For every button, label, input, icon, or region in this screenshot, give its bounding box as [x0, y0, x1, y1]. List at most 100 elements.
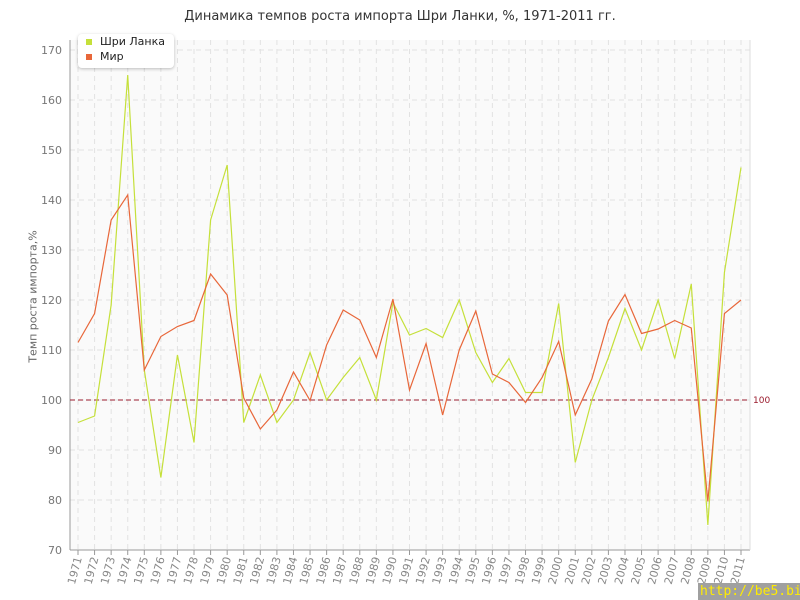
data-point	[309, 399, 312, 402]
data-point	[690, 327, 693, 330]
data-point	[458, 349, 461, 352]
data-point	[325, 344, 328, 347]
data-point	[557, 340, 560, 343]
data-point	[541, 376, 544, 379]
data-point	[524, 391, 527, 394]
data-point	[408, 389, 411, 392]
data-point	[574, 461, 577, 464]
data-point	[176, 325, 179, 328]
data-point	[640, 349, 643, 352]
data-point	[507, 381, 510, 384]
data-point	[657, 328, 660, 331]
data-point	[77, 341, 80, 344]
data-point	[226, 294, 229, 297]
data-point	[93, 415, 96, 418]
data-point	[242, 397, 245, 400]
series-line-sri-lanka	[77, 74, 742, 526]
data-point	[673, 319, 676, 322]
data-point	[259, 374, 262, 377]
y-tick-label: 130	[41, 244, 62, 257]
data-point	[342, 376, 345, 379]
data-point	[193, 319, 196, 322]
data-point	[242, 421, 245, 424]
data-point	[391, 298, 394, 301]
data-point	[607, 320, 610, 323]
data-point	[723, 271, 726, 274]
data-point	[458, 299, 461, 302]
data-point	[740, 166, 743, 169]
legend-item-sri-lanka[interactable]: Шри Ланка	[78, 34, 174, 49]
data-point	[474, 310, 477, 313]
data-point	[275, 421, 278, 424]
data-point	[375, 399, 378, 402]
data-point	[541, 391, 544, 394]
data-point	[358, 319, 361, 322]
data-point	[491, 373, 494, 376]
data-point	[557, 302, 560, 305]
data-point	[309, 351, 312, 354]
y-tick-label: 90	[48, 444, 62, 457]
y-tick-label: 70	[48, 544, 62, 557]
y-tick-label: 160	[41, 94, 62, 107]
data-point	[358, 356, 361, 359]
data-point	[209, 273, 212, 276]
data-point	[110, 304, 113, 307]
data-point	[425, 342, 428, 345]
data-point	[93, 312, 96, 315]
data-point	[590, 399, 593, 402]
data-point	[259, 428, 262, 431]
y-tick-label: 100	[41, 394, 62, 407]
data-point	[706, 524, 709, 527]
data-point	[425, 327, 428, 330]
y-tick-label: 140	[41, 194, 62, 207]
data-point	[275, 409, 278, 412]
data-point	[292, 399, 295, 402]
data-point	[441, 414, 444, 417]
legend-label: Шри Ланка	[100, 35, 165, 48]
y-tick-label: 110	[41, 344, 62, 357]
data-point	[740, 299, 743, 302]
y-tick-label: 120	[41, 294, 62, 307]
legend-item-world[interactable]: Мир	[78, 49, 174, 64]
data-point	[623, 307, 626, 310]
data-point	[574, 414, 577, 417]
legend-swatch	[86, 53, 92, 60]
data-point	[507, 357, 510, 360]
data-point	[342, 309, 345, 312]
data-point	[375, 356, 378, 359]
data-point	[491, 381, 494, 384]
reference-line-label: 100	[753, 396, 770, 406]
y-tick-label: 170	[41, 44, 62, 57]
data-point	[474, 351, 477, 354]
data-point	[623, 293, 626, 296]
data-point	[126, 74, 129, 77]
data-point	[193, 441, 196, 444]
data-point	[226, 164, 229, 167]
data-point	[640, 332, 643, 335]
watermark[interactable]: http://be5.biz/	[698, 583, 800, 600]
legend: Шри Ланка Мир	[78, 34, 174, 68]
data-point	[292, 371, 295, 374]
data-point	[159, 335, 162, 338]
legend-label: Мир	[100, 50, 124, 63]
series-line-world	[77, 193, 742, 502]
data-point	[524, 401, 527, 404]
data-point	[77, 421, 80, 424]
x-tick-label: 2011	[728, 555, 748, 585]
data-point	[657, 299, 660, 302]
data-point	[706, 500, 709, 503]
data-point	[143, 369, 146, 372]
y-tick-label: 80	[48, 494, 62, 507]
data-point	[325, 399, 328, 402]
data-point	[110, 219, 113, 222]
data-point	[408, 334, 411, 337]
chart-title: Динамика темпов роста импорта Шри Ланки,…	[184, 9, 616, 24]
data-point	[673, 357, 676, 360]
legend-swatch	[86, 38, 92, 45]
data-point	[126, 194, 129, 197]
data-point	[441, 336, 444, 339]
data-point	[176, 354, 179, 357]
data-point	[723, 312, 726, 315]
